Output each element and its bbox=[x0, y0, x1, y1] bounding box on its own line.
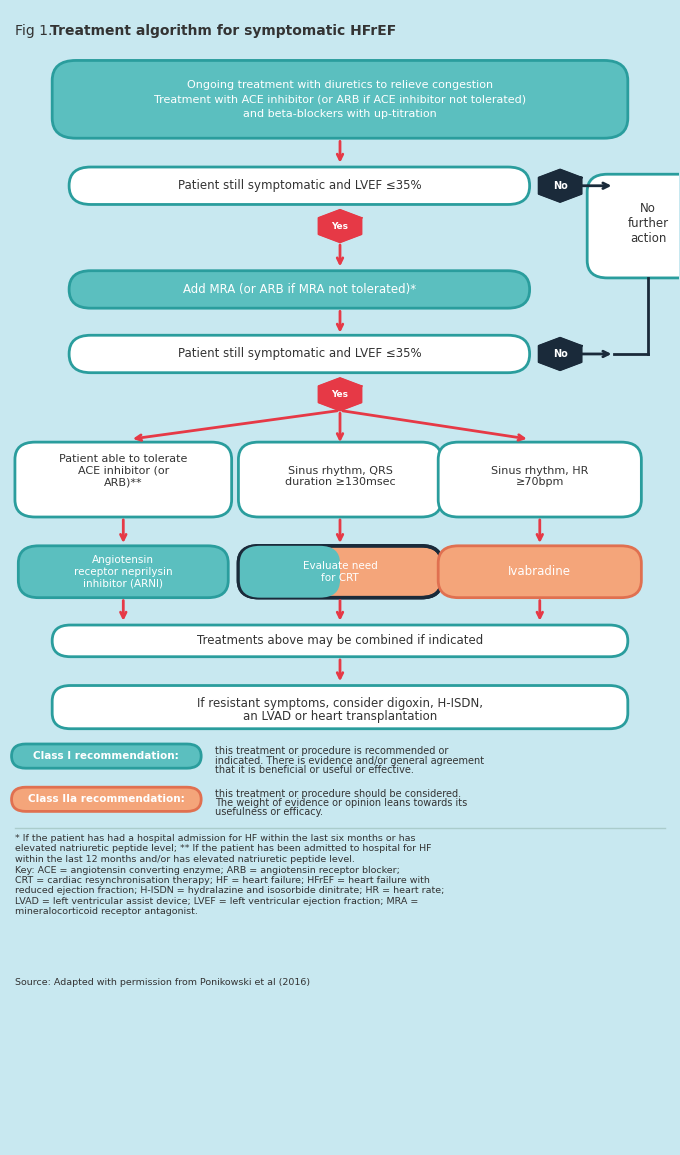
FancyBboxPatch shape bbox=[15, 442, 232, 517]
Text: Patient able to tolerate
ACE inhibitor (or
ARB)**: Patient able to tolerate ACE inhibitor (… bbox=[59, 454, 188, 487]
Text: Sinus rhythm, HR
≥70bpm: Sinus rhythm, HR ≥70bpm bbox=[491, 465, 588, 487]
Text: Patient still symptomatic and LVEF ≤35%: Patient still symptomatic and LVEF ≤35% bbox=[177, 348, 421, 360]
FancyBboxPatch shape bbox=[69, 270, 530, 308]
Text: Treatment with ACE inhibitor (or ARB if ACE inhibitor not tolerated): Treatment with ACE inhibitor (or ARB if … bbox=[154, 95, 526, 104]
Text: * If the patient has had a hospital admission for HF within the last six months : * If the patient has had a hospital admi… bbox=[15, 834, 431, 864]
Text: Angiotensin
receptor neprilysin
inhibitor (ARNI): Angiotensin receptor neprilysin inhibito… bbox=[74, 556, 173, 588]
FancyBboxPatch shape bbox=[438, 442, 641, 517]
Polygon shape bbox=[539, 338, 581, 370]
Text: Source: Adapted with permission from Ponikowski et al (2016): Source: Adapted with permission from Pon… bbox=[15, 978, 310, 986]
Text: Class IIa recommendation:: Class IIa recommendation: bbox=[28, 795, 185, 804]
Text: Yes: Yes bbox=[332, 222, 348, 231]
FancyBboxPatch shape bbox=[52, 625, 628, 657]
Polygon shape bbox=[319, 378, 361, 410]
Text: Key: ACE = angiotensin converting enzyme; ARB = angiotensin receptor blocker;
CR: Key: ACE = angiotensin converting enzyme… bbox=[15, 865, 444, 916]
Text: Patient still symptomatic and LVEF ≤35%: Patient still symptomatic and LVEF ≤35% bbox=[177, 179, 421, 192]
Text: and beta-blockers with up-titration: and beta-blockers with up-titration bbox=[243, 109, 437, 119]
Text: The weight of evidence or opinion leans towards its: The weight of evidence or opinion leans … bbox=[215, 798, 467, 807]
Text: Fig 1.: Fig 1. bbox=[15, 24, 56, 38]
Text: Ongoing treatment with diuretics to relieve congestion: Ongoing treatment with diuretics to reli… bbox=[187, 80, 493, 90]
Text: this treatment or procedure should be considered.: this treatment or procedure should be co… bbox=[215, 789, 461, 798]
Text: If resistant symptoms, consider digoxin, H-ISDN,: If resistant symptoms, consider digoxin,… bbox=[197, 696, 483, 709]
Text: Yes: Yes bbox=[332, 389, 348, 398]
Text: indicated. There is evidence and/or general agreement: indicated. There is evidence and/or gene… bbox=[215, 755, 484, 766]
FancyBboxPatch shape bbox=[18, 546, 228, 597]
FancyBboxPatch shape bbox=[69, 167, 530, 204]
Text: Sinus rhythm, QRS
duration ≥130msec: Sinus rhythm, QRS duration ≥130msec bbox=[285, 465, 395, 487]
Text: Evaluate need
for CRT: Evaluate need for CRT bbox=[303, 561, 377, 582]
Text: No: No bbox=[553, 349, 568, 359]
FancyBboxPatch shape bbox=[438, 546, 641, 597]
FancyBboxPatch shape bbox=[12, 788, 201, 812]
Text: No: No bbox=[553, 180, 568, 191]
Text: Treatments above may be combined if indicated: Treatments above may be combined if indi… bbox=[197, 634, 483, 647]
FancyBboxPatch shape bbox=[52, 686, 628, 729]
Polygon shape bbox=[319, 210, 361, 243]
FancyBboxPatch shape bbox=[12, 744, 201, 768]
FancyBboxPatch shape bbox=[239, 546, 441, 597]
Text: Add MRA (or ARB if MRA not tolerated)*: Add MRA (or ARB if MRA not tolerated)* bbox=[183, 283, 416, 296]
Text: Class I recommendation:: Class I recommendation: bbox=[33, 751, 180, 761]
Text: that it is beneficial or useful or effective.: that it is beneficial or useful or effec… bbox=[215, 765, 413, 775]
Text: usefulness or efficacy.: usefulness or efficacy. bbox=[215, 807, 323, 817]
Text: Ivabradine: Ivabradine bbox=[508, 565, 571, 579]
Text: No
further
action: No further action bbox=[628, 202, 668, 245]
FancyBboxPatch shape bbox=[52, 60, 628, 139]
FancyBboxPatch shape bbox=[588, 174, 680, 278]
Polygon shape bbox=[539, 170, 581, 202]
FancyBboxPatch shape bbox=[69, 335, 530, 373]
Text: Treatment algorithm for symptomatic HFrEF: Treatment algorithm for symptomatic HFrE… bbox=[50, 24, 396, 38]
FancyBboxPatch shape bbox=[239, 442, 441, 517]
Text: an LVAD or heart transplantation: an LVAD or heart transplantation bbox=[243, 710, 437, 723]
FancyBboxPatch shape bbox=[240, 546, 340, 597]
Text: this treatment or procedure is recommended or: this treatment or procedure is recommend… bbox=[215, 746, 448, 757]
